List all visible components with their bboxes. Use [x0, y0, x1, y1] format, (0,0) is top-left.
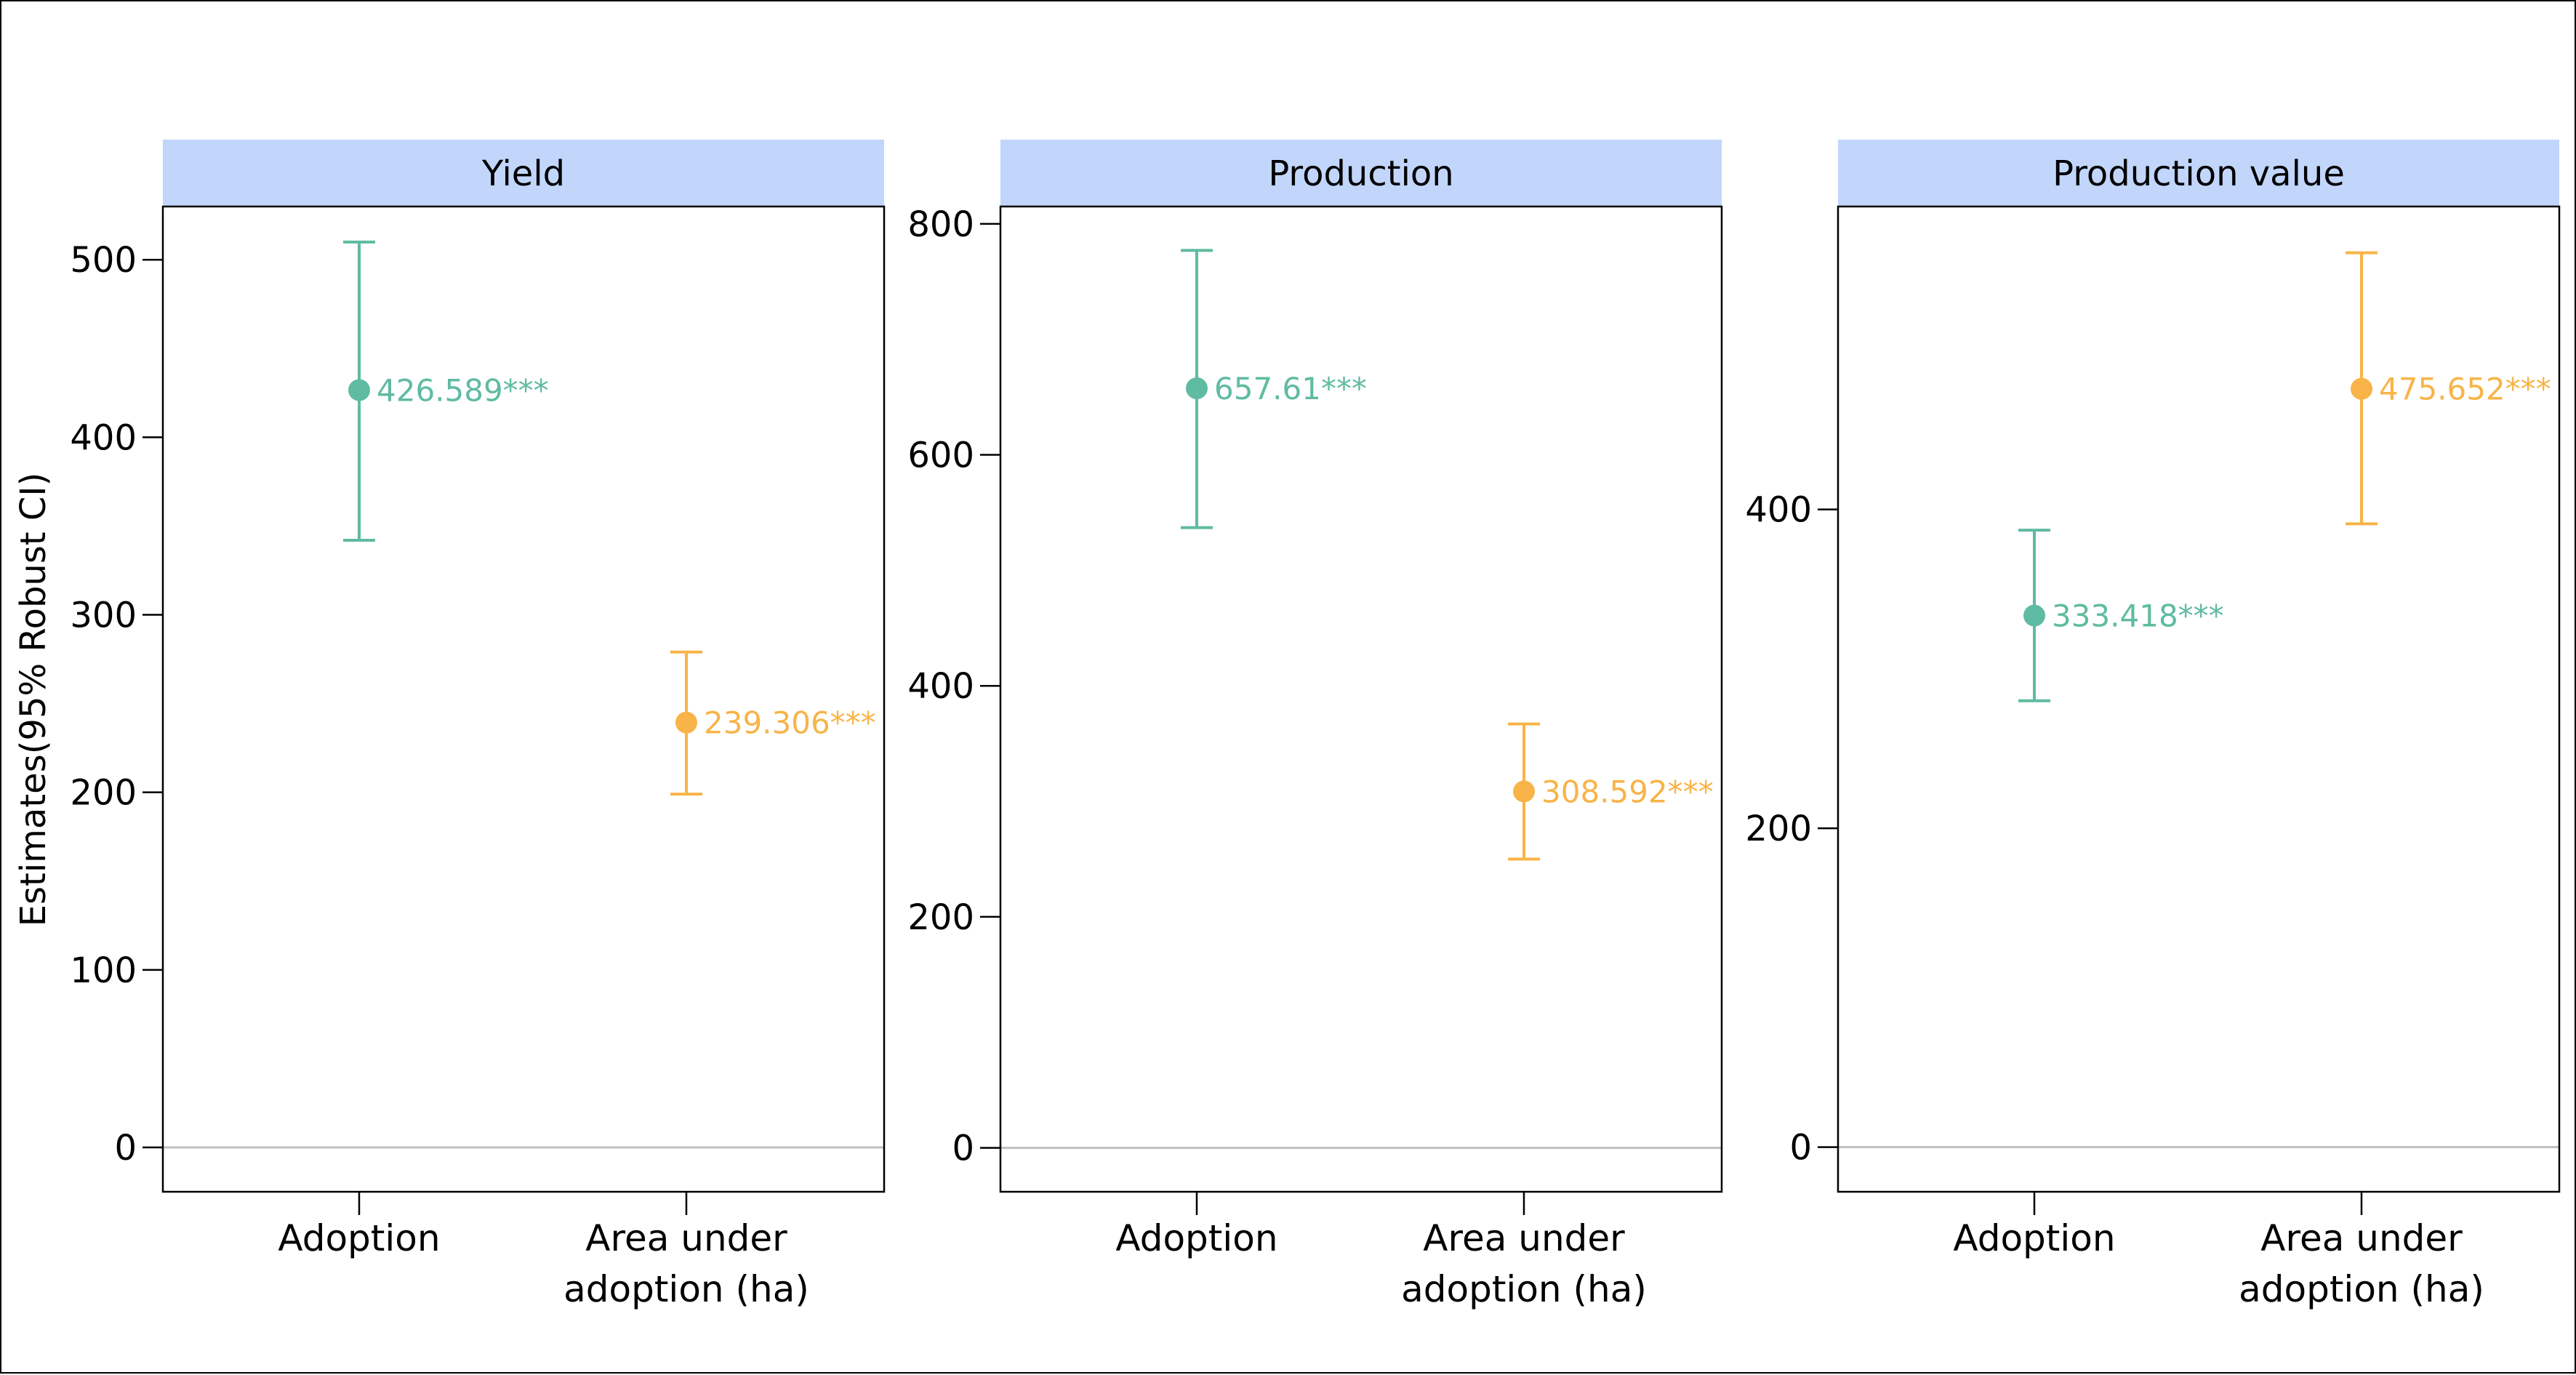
panel-strip-2 — [1838, 140, 2559, 207]
x-tick-label-2-0: Adoption — [1953, 1217, 2115, 1259]
y-tick-label-2-400: 400 — [1745, 490, 1812, 531]
point-2-0 — [2023, 604, 2045, 627]
panel-frame-0 — [161, 205, 886, 1193]
x-tick-label-1-0: Adoption — [1115, 1217, 1277, 1259]
panel-title-2: Production value — [2053, 153, 2345, 194]
panel-strip-1 — [1000, 140, 1722, 207]
y-tick-label-1-800: 800 — [907, 204, 974, 245]
point-1-0 — [1186, 377, 1208, 400]
y-tick-label-1-600: 600 — [907, 436, 974, 476]
data-label-2-0: 333.418*** — [2052, 598, 2224, 634]
point-2-1 — [2351, 377, 2372, 400]
x-tick-label-1-1-line1: adoption (ha) — [1401, 1268, 1647, 1310]
y-tick-label-1-0: 0 — [952, 1129, 974, 1169]
panel-frame-2 — [1837, 205, 2561, 1193]
y-tick-label-0-300: 300 — [70, 596, 137, 636]
point-0-1 — [675, 711, 697, 734]
panel-strip-0 — [163, 140, 884, 207]
x-tick-label-2-1-line0: Area under — [2260, 1217, 2463, 1259]
y-tick-label-1-200: 200 — [907, 897, 974, 938]
x-tick-label-0-0: Adoption — [278, 1217, 440, 1259]
y-tick-label-2-200: 200 — [1745, 809, 1812, 849]
y-tick-label-1-400: 400 — [907, 666, 974, 707]
y-tick-label-0-0: 0 — [114, 1128, 137, 1168]
data-label-2-1: 475.652*** — [2379, 372, 2551, 407]
data-label-1-0: 657.61*** — [1214, 371, 1367, 406]
data-label-1-1: 308.592*** — [1541, 774, 1714, 809]
point-0-0 — [348, 379, 370, 401]
panel-title-1: Production — [1268, 153, 1453, 194]
x-tick-label-0-1-line0: Area under — [585, 1217, 787, 1259]
y-tick-label-2-0: 0 — [1789, 1128, 1812, 1168]
y-tick-label-0-200: 200 — [70, 773, 137, 814]
y-tick-label-0-400: 400 — [70, 417, 137, 458]
point-1-1 — [1513, 780, 1535, 803]
data-label-0-0: 426.589*** — [377, 372, 549, 408]
y-tick-label-0-500: 500 — [70, 240, 137, 281]
x-tick-label-2-1-line1: adoption (ha) — [2239, 1268, 2484, 1310]
panel-title-0: Yield — [481, 153, 565, 194]
panel-frame-1 — [999, 205, 1723, 1193]
y-axis-label: Estimates(95% Robust CI) — [13, 473, 54, 927]
x-tick-label-1-1-line0: Area under — [1423, 1217, 1625, 1259]
x-tick-label-0-1-line1: adoption (ha) — [563, 1268, 809, 1310]
y-tick-label-0-100: 100 — [70, 950, 137, 991]
data-label-0-1: 239.306*** — [704, 705, 876, 741]
